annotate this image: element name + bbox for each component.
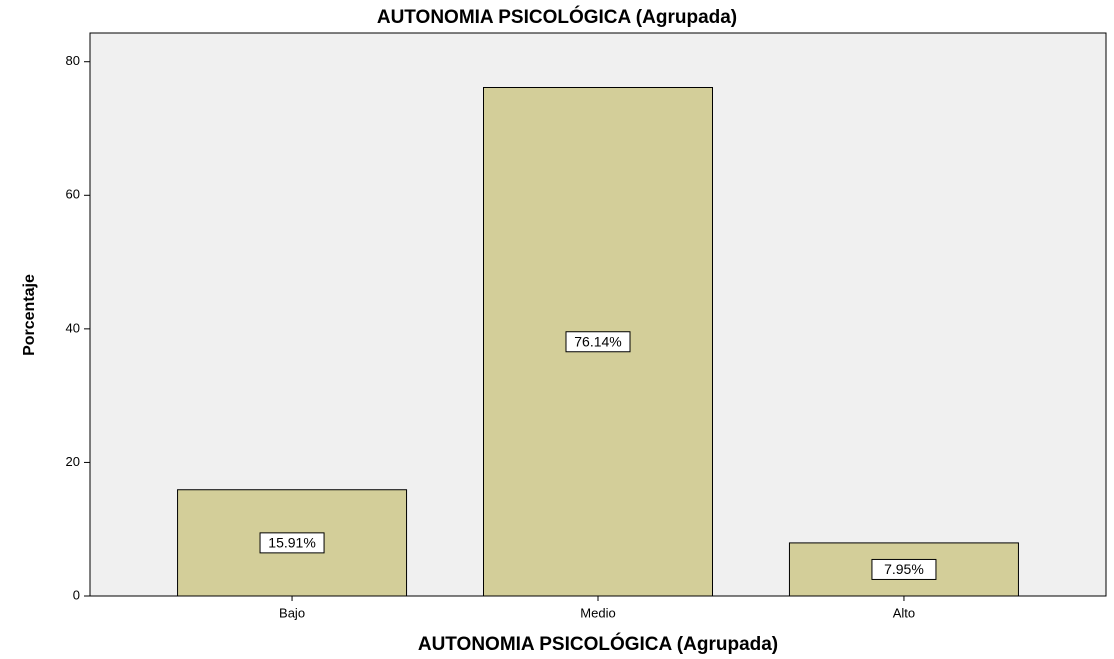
value-label-box [259,532,325,554]
x-axis-label: AUTONOMIA PSICOLÓGICA (Agrupada) [418,633,778,655]
x-tick-label: Alto [893,605,915,620]
y-axis-label: Porcentaje [21,274,38,356]
x-tick-label: Medio [580,605,615,620]
y-tick-label: 40 [66,320,80,335]
y-tick-label: 0 [73,587,80,602]
y-tick-label: 80 [66,53,80,68]
chart-title: AUTONOMIA PSICOLÓGICA (Agrupada) [377,6,737,28]
value-label: 76.14% [574,333,621,349]
value-label-box [565,331,631,353]
y-tick-label: 60 [66,187,80,202]
value-label-box [871,558,937,580]
value-label: 15.91% [268,535,315,551]
y-tick-label: 20 [66,454,80,469]
x-tick-label: Bajo [279,605,305,620]
value-label: 7.95% [884,561,924,577]
